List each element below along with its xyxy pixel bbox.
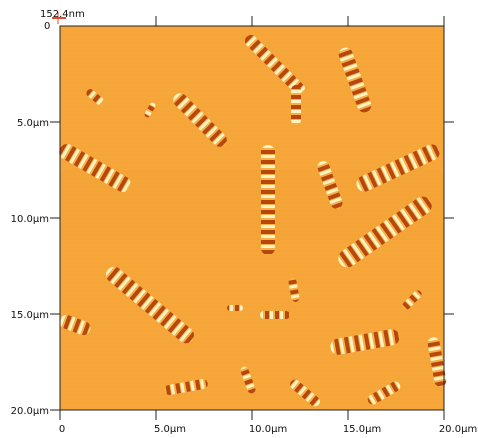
y-tick-label: 5.0µm [17,118,49,129]
y-tick-label: 10.0µm [11,214,49,225]
x-tick-label: 5.0µm [154,424,186,435]
x-tick-label: 0 [59,424,65,435]
y-tick-label: 20.0µm [11,406,49,417]
y-axis: 5.0µm 10.0µm 15.0µm 20.0µm [11,118,454,417]
x-axis: 0 5.0µm 10.0µm 15.0µm 20.0µm [59,16,477,435]
x-tick-label: 10.0µm [249,424,287,435]
colorbar: 152.4nm 0 [40,9,85,32]
colorbar-min-label: 0 [44,21,50,32]
colorbar-max-label: 152.4nm [40,9,85,20]
y-tick-label: 15.0µm [11,310,49,321]
x-tick-label: 20.0µm [439,424,477,435]
x-tick-label: 15.0µm [343,424,381,435]
fringe-features [59,34,447,407]
